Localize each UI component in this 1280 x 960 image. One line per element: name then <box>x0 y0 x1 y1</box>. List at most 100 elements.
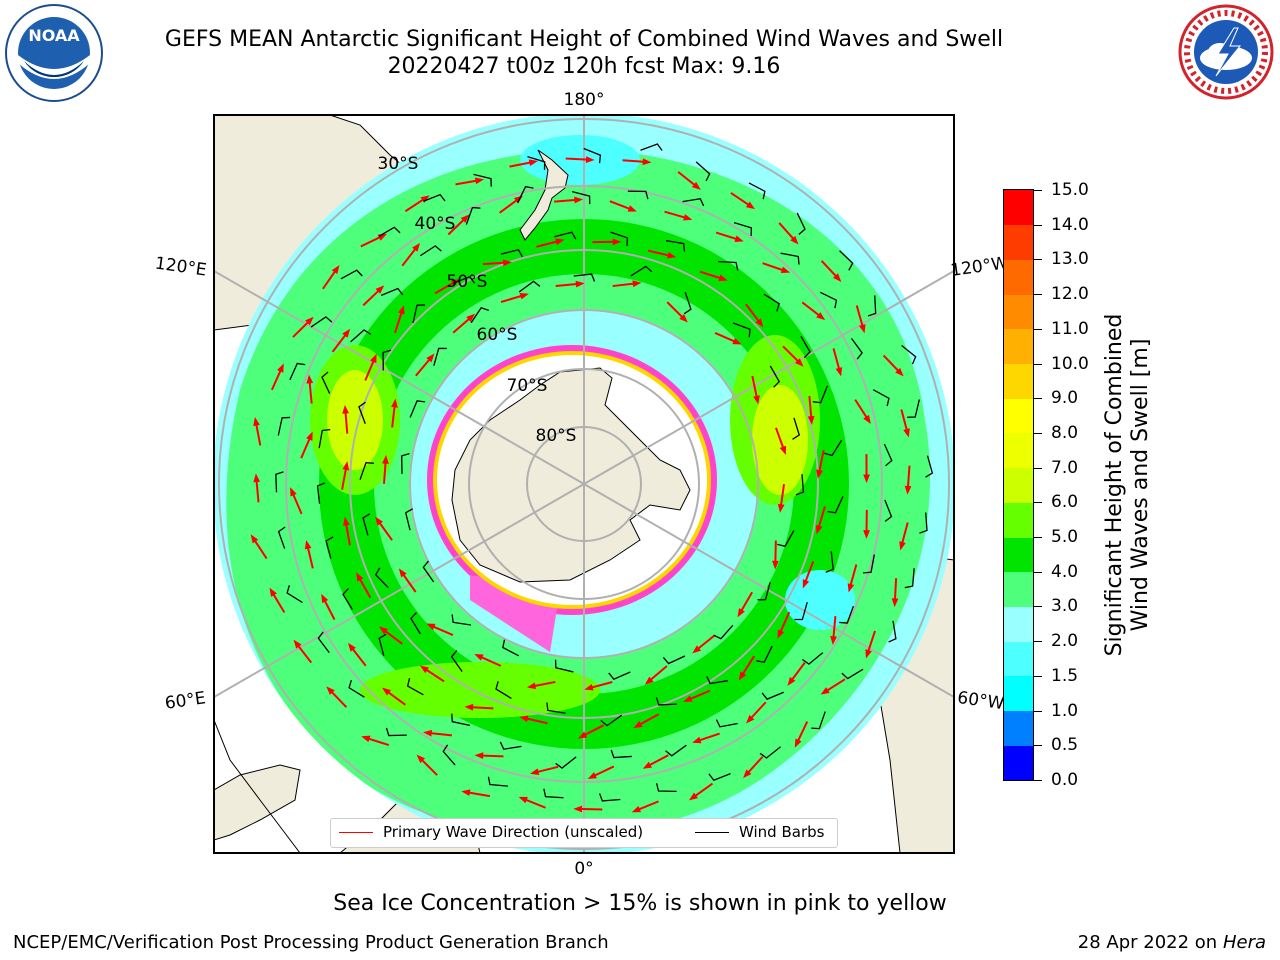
legend-label-barb: Wind Barbs <box>739 823 825 841</box>
wave-direction-arrow <box>578 807 603 811</box>
wave-arrowhead <box>370 353 377 364</box>
wind-barb <box>275 471 284 493</box>
wave-arrowhead <box>573 805 583 813</box>
wave-arrowhead <box>832 273 842 282</box>
wave-arrowhead <box>464 703 474 711</box>
wave-direction-arrow <box>252 537 268 560</box>
wind-barb <box>665 239 686 252</box>
wave-direction-arrow <box>647 249 672 258</box>
wave-direction-arrow <box>715 231 740 241</box>
colorbar-tick-label: 4.0 <box>1051 561 1079 582</box>
wave-arrowhead <box>574 196 584 204</box>
wind-barb <box>452 276 476 284</box>
wind-barb <box>473 173 492 187</box>
wave-arrowhead <box>391 398 398 408</box>
noaa-logo: NOAA <box>5 4 103 102</box>
colorbar-segment <box>1004 467 1033 503</box>
wind-barb <box>706 676 728 685</box>
sea-ice-note: Sea Ice Concentration > 15% is shown in … <box>333 891 947 916</box>
colorbar-tick <box>1034 606 1042 608</box>
wind-barb <box>630 265 653 277</box>
wind-barb <box>419 245 442 257</box>
wind-barb <box>310 316 333 328</box>
wind-barb <box>801 652 824 665</box>
wave-arrowhead <box>293 639 302 649</box>
wave-arrowhead <box>304 540 312 550</box>
chart-title: GEFS MEAN Antarctic Significant Height o… <box>164 27 1004 52</box>
wave-arrowhead <box>863 530 870 539</box>
wave-direction-arrow <box>385 689 406 706</box>
wave-arrowhead <box>683 695 693 702</box>
wave-arrowhead <box>519 292 529 300</box>
wind-barb <box>350 329 372 343</box>
colorbar-segment <box>1004 502 1033 538</box>
wind-barb <box>340 269 363 280</box>
wave-direction-arrow <box>789 662 806 683</box>
wave-arrowhead <box>734 235 744 242</box>
wave-arrowhead <box>253 416 260 427</box>
wave-direction-arrow <box>882 354 901 374</box>
wave-arrowhead <box>772 560 779 570</box>
wave-arrowhead <box>382 454 389 464</box>
lat-label-30s: 30°S <box>378 154 419 174</box>
colorbar-segment <box>1004 606 1033 642</box>
wind-barb <box>289 362 306 381</box>
wave-direction-arrow <box>482 261 507 266</box>
wind-barb <box>748 182 766 200</box>
wind-barb <box>919 512 928 534</box>
wind-barb <box>769 365 781 388</box>
wave-arrowhead <box>903 428 910 438</box>
colorbar-tick <box>1034 641 1042 643</box>
wave-direction-arrow <box>404 197 427 213</box>
wave-arrowhead <box>807 415 815 425</box>
wave-direction-arrow <box>383 459 387 484</box>
wind-barb <box>342 588 354 610</box>
wind-barb <box>792 417 801 440</box>
colorbar-tick <box>1034 224 1042 226</box>
wave-direction-arrow <box>588 681 613 690</box>
colorbar-tick-label: 10.0 <box>1051 353 1089 374</box>
wind-barb <box>277 526 286 549</box>
wind-barb <box>683 291 692 315</box>
wind-barb <box>610 231 629 246</box>
wave-vectors <box>250 143 934 813</box>
wave-arrowhead <box>863 414 871 425</box>
wave-arrowhead <box>863 474 870 484</box>
colorbar-tick-label: 1.5 <box>1051 665 1079 686</box>
wave-arrowhead <box>820 687 830 695</box>
wave-arrowhead <box>891 598 899 608</box>
wave-direction-arrow <box>534 765 559 774</box>
colorbar-segment <box>1004 675 1033 712</box>
wave-arrowhead <box>777 629 785 639</box>
wave-direction-arrow <box>699 270 724 280</box>
wave-arrowhead <box>585 156 595 163</box>
wave-arrowhead <box>816 469 823 479</box>
wave-arrowhead <box>745 201 756 210</box>
wind-barb <box>382 349 391 371</box>
wave-arrowhead <box>342 404 349 414</box>
wave-direction-arrow <box>554 198 579 203</box>
wind-barb <box>850 337 863 360</box>
wave-direction-arrow <box>341 465 348 490</box>
wave-direction-arrow <box>365 736 390 747</box>
wind-barb <box>780 252 800 265</box>
wave-arrowhead <box>530 768 540 775</box>
wave-direction-arrow <box>637 713 660 727</box>
wave-direction-arrow <box>329 689 348 708</box>
wave-arrowhead <box>631 805 641 813</box>
wind-barb <box>825 551 834 573</box>
wind-barb <box>433 347 447 366</box>
colorbar-tick <box>1034 675 1042 677</box>
wave-arrowhead <box>577 731 588 739</box>
wave-direction-arrow <box>714 332 738 344</box>
wave-direction-arrow <box>357 576 372 599</box>
wind-barb <box>487 776 508 787</box>
wave-arrowhead <box>816 312 826 321</box>
wave-direction-arrow <box>646 754 669 768</box>
legend-swatch-wave <box>339 832 373 833</box>
colorbar-tick <box>1034 294 1042 296</box>
wind-barb <box>348 679 365 698</box>
wave-direction-arrow <box>255 478 260 503</box>
wave-arrowhead <box>847 583 855 593</box>
wind-barb <box>872 389 890 407</box>
